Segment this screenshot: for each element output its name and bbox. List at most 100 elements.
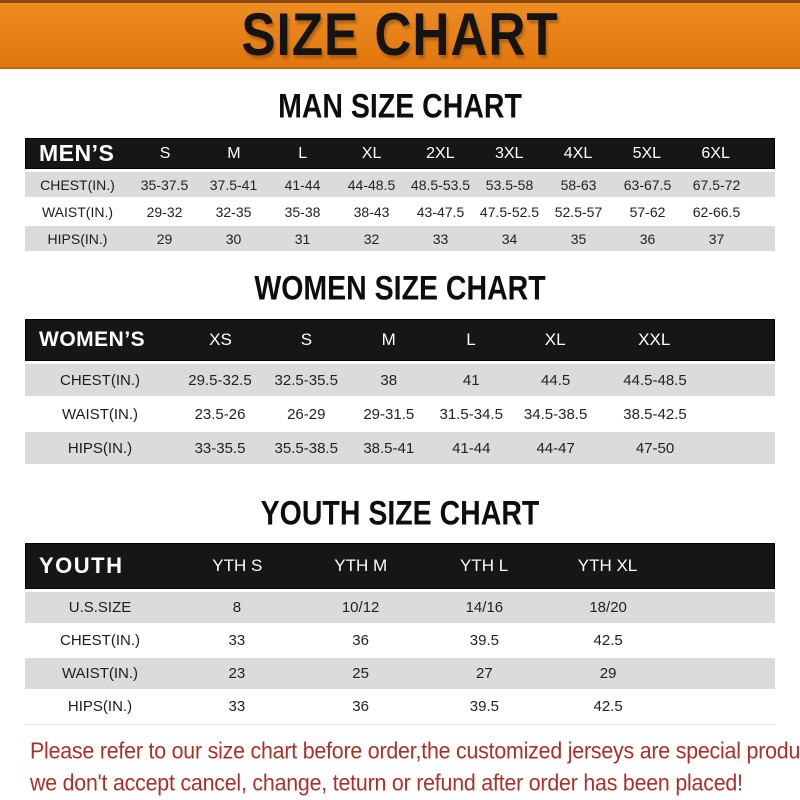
women-size-header: XS — [209, 330, 232, 349]
row-label: CHEST(IN.) — [60, 371, 140, 389]
women-hips-row: HIPS(IN.) 33-35.5 35.5-38.5 38.5-41 41-4… — [25, 432, 775, 464]
size-value: 39.5 — [469, 632, 499, 649]
size-value: 44.5 — [541, 371, 571, 389]
women-table-title: WOMEN’S — [39, 328, 146, 351]
size-value: 31 — [294, 230, 311, 247]
row-label: HIPS(IN.) — [47, 230, 108, 247]
order-disclaimer: Please refer to our size chart before or… — [30, 735, 800, 799]
size-value: 41-44 — [452, 439, 491, 457]
size-value: 29.5-32.5 — [188, 371, 252, 389]
size-value: 35.5-38.5 — [274, 439, 338, 457]
men-size-header: S — [159, 144, 171, 162]
row-label: WAIST(IN.) — [61, 665, 139, 682]
size-value: 57-62 — [629, 203, 666, 220]
size-value: 23 — [228, 665, 246, 682]
size-value: 43-47.5 — [416, 203, 465, 220]
youth-size-table: YOUTH YTH S YTH M YTH L YTH XL U.S.SIZE … — [25, 543, 775, 725]
men-size-header: 5XL — [632, 144, 662, 162]
men-table-title: MEN’S — [39, 140, 115, 166]
men-waist-row: WAIST(IN.) 29-32 32-35 35-38 38-43 43-47… — [25, 199, 775, 224]
disclaimer-line-2: we don't accept cancel, change, teturn o… — [30, 769, 743, 796]
youth-table-title: YOUTH — [39, 553, 124, 578]
size-value: 14/16 — [465, 599, 504, 616]
size-value: 29 — [599, 665, 617, 682]
disclaimer-line-1: Please refer to our size chart before or… — [30, 737, 800, 764]
women-size-header: XXL — [638, 330, 671, 349]
size-value: 63-67.5 — [623, 176, 672, 193]
men-size-header: M — [227, 144, 241, 162]
row-label: CHEST(IN.) — [40, 176, 115, 193]
size-value: 36 — [639, 230, 656, 247]
size-value: 47.5-52.5 — [479, 203, 540, 220]
men-size-header: 2XL — [426, 144, 455, 162]
size-value: 32.5-35.5 — [274, 371, 338, 389]
size-value: 37 — [708, 230, 725, 247]
size-value: 38 — [380, 371, 398, 389]
man-section-heading: MAN SIZE CHART — [278, 87, 522, 126]
youth-waist-row: WAIST(IN.) 23 25 27 29 — [25, 658, 775, 689]
row-label: HIPS(IN.) — [67, 439, 133, 457]
size-value: 10/12 — [341, 599, 380, 616]
youth-table-header-row: YOUTH YTH S YTH M YTH L YTH XL — [25, 543, 775, 589]
women-chest-row: CHEST(IN.) 29.5-32.5 32.5-35.5 38 41 44.… — [25, 364, 775, 396]
size-value: 44-47 — [536, 439, 575, 457]
women-size-table: WOMEN’S XS S M L XL XXL CHEST(IN.) 29.5-… — [25, 319, 775, 464]
size-value: 48.5-53.5 — [410, 176, 471, 193]
size-value: 33 — [228, 632, 246, 649]
women-waist-row: WAIST(IN.) 23.5-26 26-29 29-31.5 31.5-34… — [25, 398, 775, 430]
size-value: 30 — [225, 230, 242, 247]
size-value: 41-44 — [284, 176, 321, 193]
youth-size-header: YTH XL — [577, 556, 638, 575]
men-size-header: 6XL — [701, 144, 730, 162]
size-value: 18/20 — [589, 599, 627, 616]
size-value: 34.5-38.5 — [523, 405, 588, 423]
women-size-header: S — [300, 330, 313, 349]
size-value: 58-63 — [560, 176, 597, 193]
size-value: 35-38 — [284, 203, 321, 220]
size-value: 33 — [228, 698, 246, 715]
size-value: 32 — [363, 230, 380, 247]
size-value: 47-50 — [635, 439, 675, 457]
size-value: 29-31.5 — [363, 405, 415, 423]
row-label: HIPS(IN.) — [67, 698, 133, 715]
size-value: 38.5-42.5 — [623, 405, 687, 423]
youth-chest-row: CHEST(IN.) 33 36 39.5 42.5 — [25, 625, 775, 656]
size-value: 41 — [462, 371, 480, 389]
size-value: 67.5-72 — [692, 176, 741, 193]
size-value: 36 — [352, 632, 369, 649]
row-label: WAIST(IN.) — [61, 405, 139, 423]
size-value: 38-43 — [353, 203, 390, 220]
youth-size-header: YTH S — [212, 556, 263, 575]
women-section-heading: WOMEN SIZE CHART — [254, 269, 546, 308]
men-size-table: MEN’S S M L XL 2XL 3XL 4XL 5XL 6XL CHEST… — [25, 138, 775, 251]
women-table-header-row: WOMEN’S XS S M L XL XXL — [25, 319, 775, 361]
size-value: 35-37.5 — [140, 176, 189, 193]
size-value: 38.5-41 — [363, 439, 415, 457]
row-label: U.S.SIZE — [68, 599, 132, 616]
men-size-header: 3XL — [494, 144, 524, 162]
size-value: 53.5-58 — [485, 176, 534, 193]
size-value: 39.5 — [469, 698, 499, 715]
size-value: 33-35.5 — [194, 439, 246, 457]
size-value: 35 — [570, 230, 587, 247]
size-value: 8 — [232, 599, 242, 616]
size-value: 26-29 — [287, 405, 326, 423]
size-value: 44-48.5 — [347, 176, 396, 193]
row-label: WAIST(IN.) — [41, 203, 114, 220]
women-size-header: M — [381, 330, 396, 349]
men-chest-row: CHEST(IN.) 35-37.5 37.5-41 41-44 44-48.5… — [25, 172, 775, 197]
women-size-header: XL — [544, 330, 566, 349]
size-value: 31.5-34.5 — [439, 405, 503, 423]
size-value: 27 — [476, 665, 493, 682]
size-value: 37.5-41 — [209, 176, 258, 193]
size-value: 52.5-57 — [554, 203, 603, 220]
size-value: 42.5 — [593, 632, 623, 649]
size-value: 29-32 — [146, 203, 183, 220]
women-size-header: L — [466, 330, 476, 349]
men-size-header: L — [298, 144, 308, 162]
youth-size-header: YTH L — [460, 556, 509, 575]
men-table-header-row: MEN’S S M L XL 2XL 3XL 4XL 5XL 6XL — [25, 138, 775, 169]
youth-hips-row: HIPS(IN.) 33 36 39.5 42.5 — [25, 691, 775, 722]
size-value: 33 — [432, 230, 449, 247]
